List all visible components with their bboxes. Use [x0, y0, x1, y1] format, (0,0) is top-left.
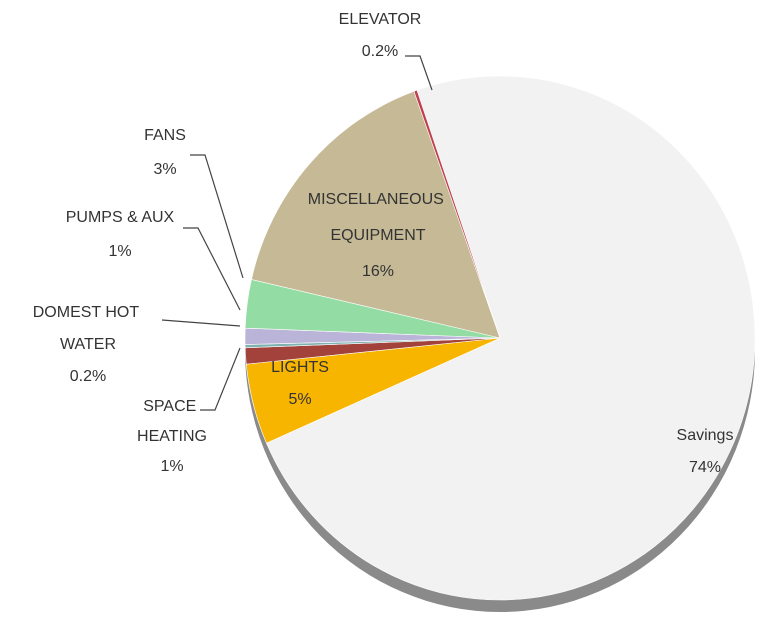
- slice-label: FANS: [144, 127, 186, 144]
- slice-label: Savings: [677, 427, 734, 444]
- value-label: 3%: [153, 161, 176, 178]
- value-label: 5%: [288, 391, 311, 408]
- pie-slice: [251, 90, 501, 339]
- slice-label: PUMPS & AUX: [66, 209, 175, 226]
- leader-line: [161, 319, 241, 327]
- leader-line: [405, 55, 433, 91]
- pie: [244, 75, 756, 601]
- slice-label: MISCELLANEOUS EQUIPMENT: [308, 191, 448, 244]
- value-label: 0.2%: [362, 43, 398, 60]
- leader-line: [190, 154, 244, 279]
- value-label: 0.2%: [70, 368, 106, 385]
- slice-label: DOMEST HOT WATER: [33, 304, 144, 353]
- value-label: 16%: [362, 263, 394, 280]
- value-label: 1%: [108, 243, 131, 260]
- value-label: 1%: [160, 458, 183, 475]
- slice-label: ELEVATOR: [339, 11, 422, 28]
- slice-label: SPACE HEATING: [137, 398, 207, 445]
- pie-slice: [413, 89, 501, 339]
- leader-line: [183, 227, 241, 311]
- value-label: 74%: [689, 459, 721, 476]
- leader-line: [200, 347, 241, 411]
- pie-slice: [266, 75, 756, 601]
- slice-label: LIGHTS: [271, 359, 329, 376]
